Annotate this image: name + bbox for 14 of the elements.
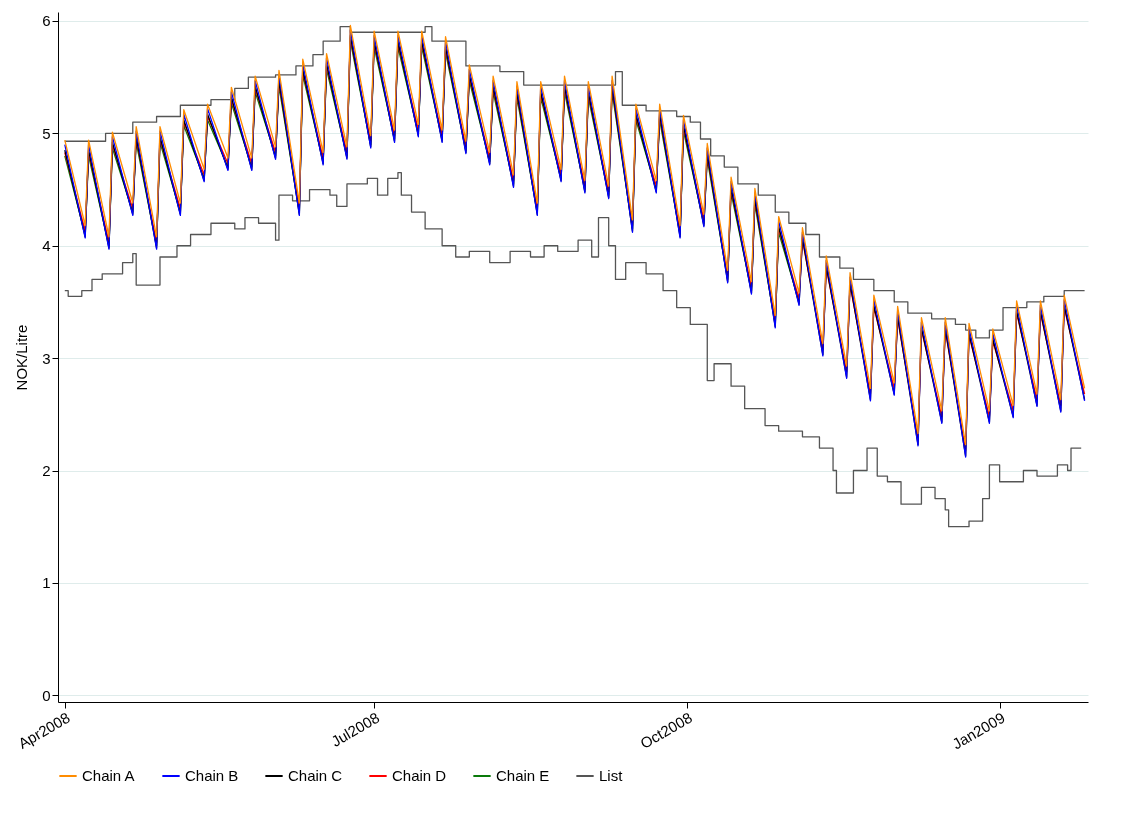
legend-label: Chain D [392, 767, 447, 784]
legend-label: Chain A [82, 767, 135, 784]
y-tick-label: 4 [42, 237, 51, 255]
y-tick-label: 1 [42, 574, 51, 592]
y-axis-title: NOK/Litre [13, 324, 31, 391]
legend-label: Chain E [496, 767, 550, 784]
y-tick-label: 3 [42, 349, 51, 367]
y-tick-label: 5 [42, 124, 51, 142]
legend-label: Chain C [288, 767, 343, 784]
y-tick-label: 0 [42, 686, 51, 704]
legend-label: Chain B [185, 767, 239, 784]
y-tick-label: 2 [42, 462, 51, 479]
y-tick-label: 6 [42, 12, 51, 30]
legend-label: List [599, 767, 624, 784]
